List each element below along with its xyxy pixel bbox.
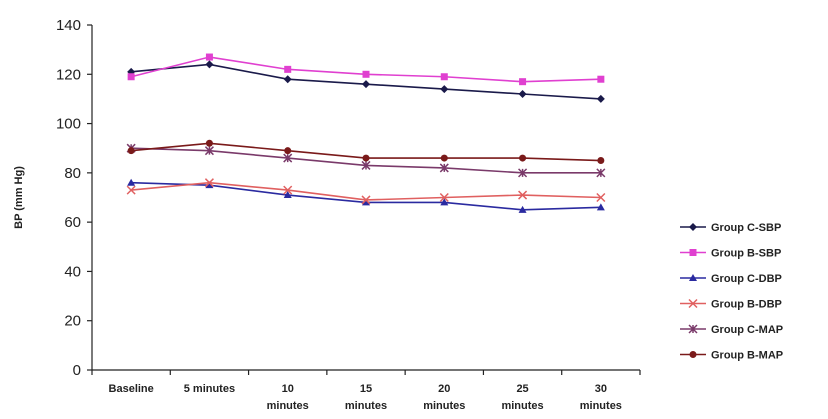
legend-label: Group C-DBP (711, 273, 782, 285)
data-point-group-c-map (283, 153, 293, 163)
series-line-group-c-dbp (131, 181, 601, 211)
legend-item-group-c-map: Group C-MAP (680, 324, 783, 336)
data-point-group-b-dbp (439, 192, 449, 203)
y-tick-label: 40 (64, 263, 81, 280)
legend-item-group-b-dbp: Group B-DBP (680, 299, 782, 311)
data-point-group-c-sbp (518, 90, 527, 98)
data-point-group-b-map (362, 154, 370, 162)
data-point-group-c-dbp (205, 181, 214, 189)
data-point-group-c-sbp (283, 75, 292, 84)
y-tick-label: 60 (64, 214, 81, 231)
legend: Group C-SBP Group B-SBP Group C-DBP Group B… (680, 222, 783, 362)
data-point-group-c-map (361, 160, 371, 170)
data-point-group-c-dbp (362, 198, 370, 206)
data-point-group-b-map (440, 154, 448, 162)
series-group-c-map (126, 143, 606, 178)
data-point-group-b-map (205, 139, 213, 147)
x-tick-label: 15 minutes (345, 383, 387, 412)
data-point-group-c-dbp (127, 178, 136, 186)
data-point-group-c-dbp (283, 191, 292, 199)
x-tick-label: 30 minutes (580, 383, 622, 412)
series-group-b-dbp (126, 178, 606, 205)
series-group (126, 53, 606, 213)
legend-item-group-c-sbp: Group C-SBP (680, 222, 781, 234)
y-tick-label: 120 (56, 66, 81, 83)
y-axis-title: BP (mm Hg) (13, 166, 25, 229)
series-group-c-sbp (127, 60, 605, 103)
data-point-group-b-dbp (361, 195, 371, 205)
series-line-group-b-sbp (130, 56, 601, 83)
y-tick-label: 100 (56, 116, 81, 133)
data-point-group-b-sbp (440, 73, 448, 81)
data-point-group-b-map (519, 154, 527, 162)
legend-label: Group C-SBP (711, 222, 781, 234)
data-point-group-c-dbp (518, 205, 527, 213)
data-point-group-b-sbp (284, 65, 292, 73)
axes (91, 25, 640, 371)
legend-marker (689, 351, 697, 358)
data-point-group-c-dbp (440, 198, 449, 206)
data-point-group-b-sbp (519, 78, 527, 86)
data-point-group-b-dbp (283, 185, 293, 195)
data-point-group-c-sbp (362, 80, 370, 89)
data-point-group-b-map (597, 157, 605, 165)
data-point-group-b-sbp (362, 70, 370, 78)
y-tick-label: 0 (73, 362, 81, 379)
x-tick-label: Baseline (109, 383, 154, 395)
series-group-c-dbp (127, 178, 605, 213)
y-tick-label: 140 (56, 17, 81, 34)
data-point-group-b-dbp (518, 190, 528, 200)
legend-marker (689, 249, 697, 256)
x-tick-label: 25 minutes (501, 383, 543, 412)
legend-item-group-b-sbp: Group B-SBP (680, 248, 781, 260)
legend-label: Group B-DBP (711, 299, 782, 311)
x-tick-label: 10 minutes (267, 383, 309, 412)
legend-marker (688, 324, 698, 334)
data-point-group-c-map (596, 168, 606, 178)
legend-marker (689, 274, 697, 281)
series-group-b-sbp (127, 53, 605, 86)
legend-label: Group B-MAP (711, 350, 783, 362)
legend-label: Group B-SBP (711, 248, 781, 260)
data-point-group-b-map (284, 147, 292, 155)
data-point-group-b-dbp (204, 178, 214, 188)
data-point-group-c-sbp (440, 85, 449, 94)
y-ticks: 0 20 40 60 80 100 120 140 (56, 17, 92, 379)
data-point-group-b-sbp (127, 73, 135, 81)
series-group-b-map (127, 139, 605, 165)
legend-label: Group C-MAP (711, 324, 783, 336)
data-point-group-c-map (518, 168, 528, 178)
legend-item-group-b-map: Group B-MAP (680, 350, 783, 362)
y-tick-label: 20 (64, 313, 81, 330)
data-point-group-b-dbp (126, 185, 136, 195)
x-tick-label: 20 minutes (423, 383, 465, 412)
data-point-group-b-dbp (596, 192, 606, 203)
legend-marker (688, 298, 698, 309)
data-point-group-c-sbp (596, 94, 605, 103)
data-point-group-b-map (127, 147, 135, 155)
data-point-group-b-sbp (597, 75, 605, 83)
data-point-group-b-sbp (205, 53, 213, 61)
legend-item-group-c-dbp: Group C-DBP (680, 273, 782, 285)
x-ticks: Baseline 5 minutes 10 minutes 15 minutes 20 min… (91, 370, 641, 412)
data-point-group-c-sbp (205, 60, 214, 69)
data-point-group-c-map (439, 163, 449, 173)
legend-marker (689, 223, 697, 231)
x-tick-label: 5 minutes (184, 383, 235, 395)
data-point-group-c-map (204, 146, 214, 156)
data-point-group-c-dbp (596, 203, 605, 211)
y-tick-label: 80 (64, 165, 81, 182)
